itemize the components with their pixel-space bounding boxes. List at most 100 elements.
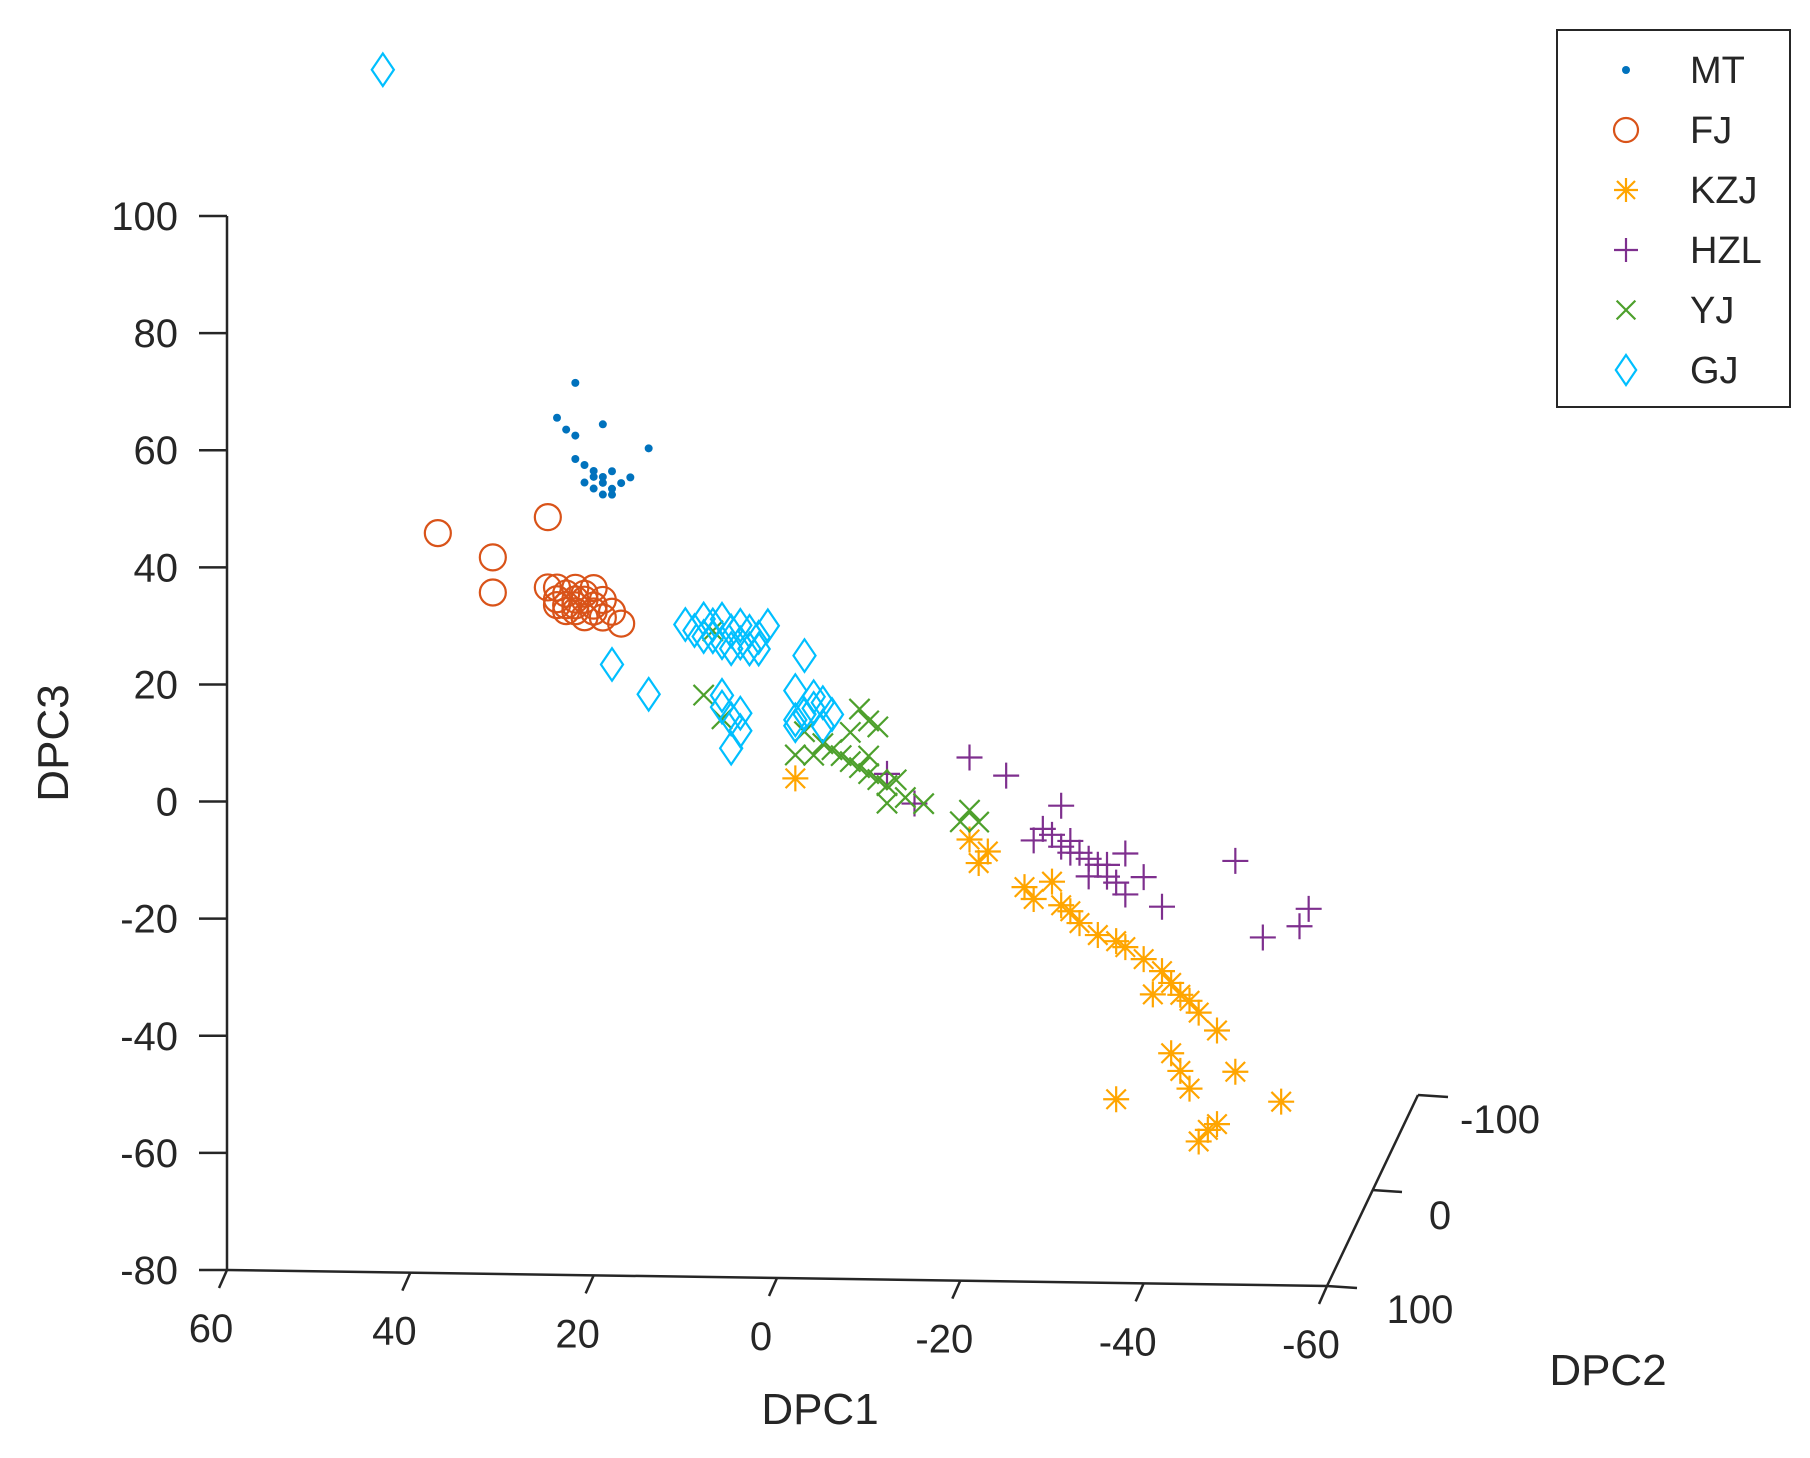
legend-label-gj: GJ <box>1690 350 1739 392</box>
data-point-gj <box>727 607 753 644</box>
z-tick-label: 40 <box>134 546 179 590</box>
data-point-kzj <box>1167 981 1194 1008</box>
data-point-mt <box>553 413 561 422</box>
z-tick-label: 60 <box>134 429 179 473</box>
data-point-kzj <box>1158 1040 1185 1067</box>
data-point-gj <box>792 637 817 674</box>
data-point-gj <box>709 677 735 714</box>
data-point-kzj <box>1222 1058 1249 1085</box>
z-axis-label: DPC3 <box>29 684 78 801</box>
legend-label-kzj: KZJ <box>1690 170 1758 212</box>
legend-label-yj: YJ <box>1690 290 1734 332</box>
series-kzj <box>782 765 1295 1155</box>
legend-marker-yj <box>1615 299 1637 321</box>
data-point-yj <box>784 744 807 766</box>
data-point-yj <box>692 684 715 707</box>
data-point-kzj <box>1176 1075 1203 1102</box>
legend-label-hzl: HZL <box>1690 230 1762 272</box>
x-axis-label: DPC1 <box>761 1385 878 1434</box>
data-point-hzl <box>1222 847 1249 874</box>
legend-entry-gj: GJ <box>1614 350 1739 392</box>
data-point-mt <box>626 473 635 482</box>
data-point-yj <box>857 709 880 732</box>
data-point-mt <box>608 467 616 476</box>
series-fj <box>423 503 636 638</box>
data-point-fj <box>478 578 507 607</box>
data-point-gj <box>755 607 781 644</box>
x-tick-mark <box>401 1272 412 1292</box>
data-point-gj <box>682 612 707 649</box>
series-hzl <box>874 744 1322 951</box>
data-point-yj <box>830 744 853 767</box>
data-point-hzl <box>1286 913 1313 940</box>
data-point-kzj <box>1011 874 1038 901</box>
z-tick-label: -40 <box>120 1015 178 1059</box>
data-point-fj <box>542 585 572 614</box>
z-tick-label: 0 <box>156 781 178 825</box>
data-point-kzj <box>1194 1116 1221 1143</box>
data-point-yj <box>876 792 898 815</box>
x-tick-mark <box>1317 1285 1329 1305</box>
data-point-kzj <box>1057 898 1084 925</box>
data-point-kzj <box>1139 981 1166 1008</box>
legend-entry-mt: MT <box>1622 50 1745 92</box>
data-point-yj <box>885 768 908 791</box>
y-tick-mark <box>1417 1093 1449 1099</box>
data-point-yj <box>802 744 825 767</box>
axes: 100 80 60 40 20 0 -20 -40 -60 -80 60 40 20 0 -20 -40 -6… <box>111 195 1540 1367</box>
x-tick-label: 60 <box>189 1307 234 1351</box>
data-point-hzl <box>1112 881 1139 908</box>
data-point-kzj <box>965 850 992 877</box>
series-mt <box>553 378 653 499</box>
data-point-mt <box>562 425 571 434</box>
legend: MT FJ KZJ HZL YJ GJ <box>1556 29 1791 408</box>
x-tick-label: 20 <box>555 1312 600 1356</box>
data-point-mt <box>644 444 653 453</box>
data-point-mt <box>571 431 580 440</box>
data-point-kzj <box>782 765 809 792</box>
data-point-gj <box>636 676 662 713</box>
legend-entry-kzj: KZJ <box>1614 170 1758 212</box>
data-point-kzj <box>1204 1017 1230 1044</box>
data-point-kzj <box>1185 1128 1212 1155</box>
y-tick-label: 100 <box>1387 1288 1454 1332</box>
data-point-hzl <box>993 762 1020 789</box>
x-tick-label: 0 <box>750 1315 772 1359</box>
data-point-gj <box>727 694 753 732</box>
z-tick-label: -20 <box>120 898 178 942</box>
data-point-kzj <box>956 826 983 853</box>
data-point-yj <box>839 721 862 744</box>
data-point-kzj <box>1130 946 1157 973</box>
legend-marker-kzj <box>1614 178 1638 202</box>
y-tick-label: -100 <box>1460 1098 1540 1142</box>
x-tick-label: -60 <box>1282 1323 1340 1367</box>
x-tick-label: 40 <box>372 1310 417 1354</box>
legend-entry-yj: YJ <box>1615 290 1734 332</box>
x-tick-mark <box>951 1280 962 1300</box>
data-point-kzj <box>1268 1088 1295 1115</box>
x-axis-ticks: 60 40 20 0 -20 -40 -60 <box>189 1269 1340 1367</box>
data-point-gj <box>782 707 808 744</box>
data-point-kzj <box>1103 928 1130 955</box>
data-point-kzj <box>1039 868 1065 895</box>
data-point-fj <box>533 503 562 532</box>
data-point-yj <box>839 750 862 773</box>
data-point-kzj <box>1204 1111 1230 1138</box>
data-point-kzj <box>1167 1057 1194 1084</box>
data-point-hzl <box>956 744 983 771</box>
data-point-fj <box>588 603 617 632</box>
data-point-fj <box>478 543 507 572</box>
data-point-hzl <box>1020 827 1047 854</box>
data-point-mt <box>598 472 607 481</box>
legend-entry-fj: FJ <box>1612 110 1732 152</box>
data-point-mt <box>608 484 616 493</box>
legend-marker-gj <box>1614 353 1638 387</box>
data-point-mt <box>608 490 616 499</box>
data-point-fj <box>607 609 636 638</box>
z-tick-label: -60 <box>120 1132 178 1176</box>
data-point-kzj <box>1185 999 1212 1026</box>
data-point-mt <box>598 490 607 499</box>
z-tick-label: 20 <box>134 663 179 707</box>
data-point-kzj <box>1020 885 1047 912</box>
data-point-mt <box>589 472 598 481</box>
